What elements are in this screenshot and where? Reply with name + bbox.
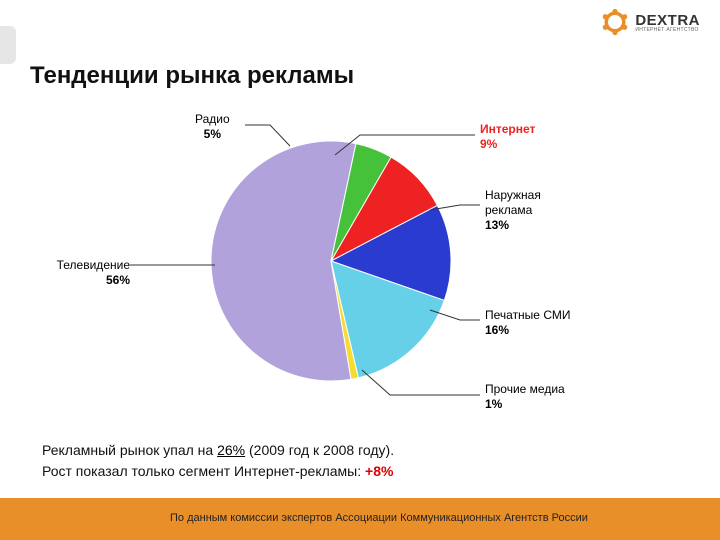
brand-header: DEXTRA ИНТЕРНЕТ АГЕНТСТВО	[601, 8, 700, 36]
label-radio-name: Радио	[195, 112, 230, 126]
summary-l1b: (2009 год к 2008 году).	[245, 442, 394, 458]
label-other: Прочие медиа 1%	[485, 382, 565, 412]
label-print: Печатные СМИ 16%	[485, 308, 570, 338]
page-title: Тенденции рынка рекламы	[30, 62, 354, 90]
label-print-name: Печатные СМИ	[485, 308, 570, 322]
label-radio: Радио 5%	[195, 112, 230, 142]
summary-l1-hl: 26%	[217, 442, 245, 458]
label-print-pct: 16%	[485, 323, 570, 338]
label-tv: Телевидение 56%	[50, 258, 130, 288]
label-outdoor-pct: 13%	[485, 218, 541, 233]
label-radio-pct: 5%	[195, 127, 230, 142]
summary-line1: Рекламный рынок упал на 26% (2009 год к …	[42, 440, 394, 461]
label-internet-pct: 9%	[480, 137, 535, 152]
summary-l2-hl: +8%	[365, 463, 393, 479]
label-tv-name: Телевидение	[57, 258, 130, 272]
summary-l2a: Рост показал только сегмент Интернет-рек…	[42, 463, 365, 479]
label-other-name: Прочие медиа	[485, 382, 565, 396]
label-internet: Интернет 9%	[480, 122, 535, 152]
logo-icon	[601, 8, 629, 36]
summary-l1a: Рекламный рынок упал на	[42, 442, 217, 458]
label-tv-pct: 56%	[50, 273, 130, 288]
side-tab	[0, 26, 16, 64]
summary-block: Рекламный рынок упал на 26% (2009 год к …	[42, 440, 394, 482]
pie-svg	[210, 140, 452, 382]
brand-name: DEXTRA	[635, 12, 700, 29]
pie-chart: Интернет 9% Наружнаяреклама 13% Печатные…	[60, 110, 660, 430]
footer-band: По данным комиссии экспертов Ассоциации …	[0, 498, 720, 540]
label-internet-name: Интернет	[480, 122, 535, 136]
label-outdoor-name: Наружнаяреклама	[485, 188, 541, 217]
brand-tagline: ИНТЕРНЕТ АГЕНТСТВО	[635, 27, 700, 33]
summary-line2: Рост показал только сегмент Интернет-рек…	[42, 461, 394, 482]
label-other-pct: 1%	[485, 397, 565, 412]
label-outdoor: Наружнаяреклама 13%	[485, 188, 541, 233]
footer-text: По данным комиссии экспертов Ассоциации …	[170, 512, 588, 524]
